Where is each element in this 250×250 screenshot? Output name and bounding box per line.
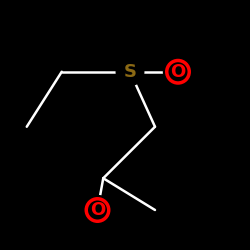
Text: S: S: [124, 63, 136, 81]
Text: O: O: [170, 63, 186, 81]
Circle shape: [164, 57, 192, 86]
Circle shape: [116, 58, 144, 86]
Circle shape: [83, 196, 112, 224]
Text: O: O: [90, 201, 105, 219]
